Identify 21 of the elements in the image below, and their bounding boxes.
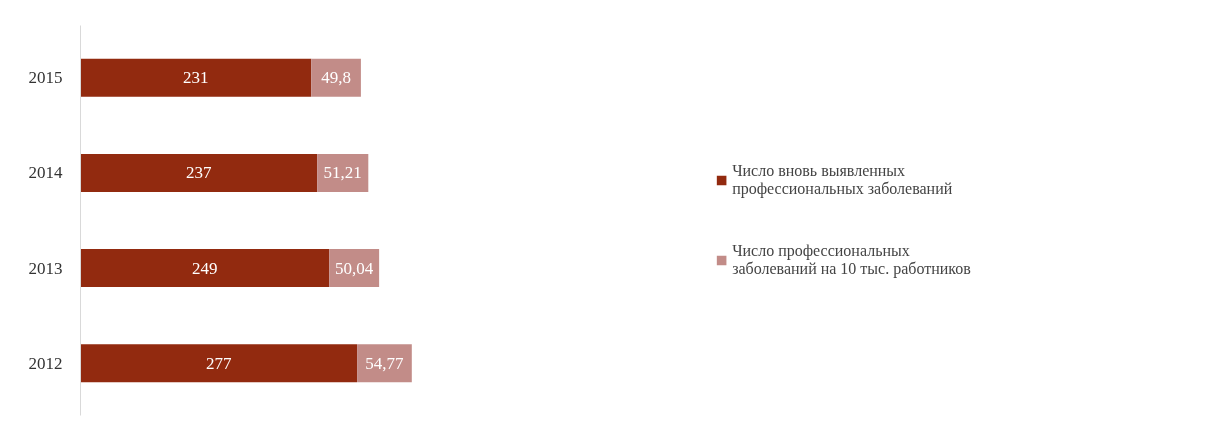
data-label: 249 [192,258,218,278]
data-label: 54,77 [365,353,405,373]
bar [317,153,369,192]
data-label: 51,21 [323,163,362,183]
y-tick-label: 2015 [28,68,63,88]
data-label: 49,8 [321,68,351,88]
bar [311,58,361,97]
legend-label: Число профессиональных заболеваний на 10 тыс. работников [732,241,971,280]
legend-label: Число вновь выявленных профессиональных заболеваний [732,161,953,200]
data-label: 237 [186,163,213,183]
data-label: 277 [206,353,233,373]
y-tick-label: 2012 [28,353,63,373]
bar [80,249,330,288]
data-label: 231 [183,68,209,88]
bar [357,344,412,383]
y-tick-label: 2014 [28,163,63,183]
bar [80,153,318,192]
bar [80,58,312,97]
data-label: 50,04 [335,258,374,278]
bar [80,344,358,383]
y-tick-label: 2013 [28,258,63,278]
